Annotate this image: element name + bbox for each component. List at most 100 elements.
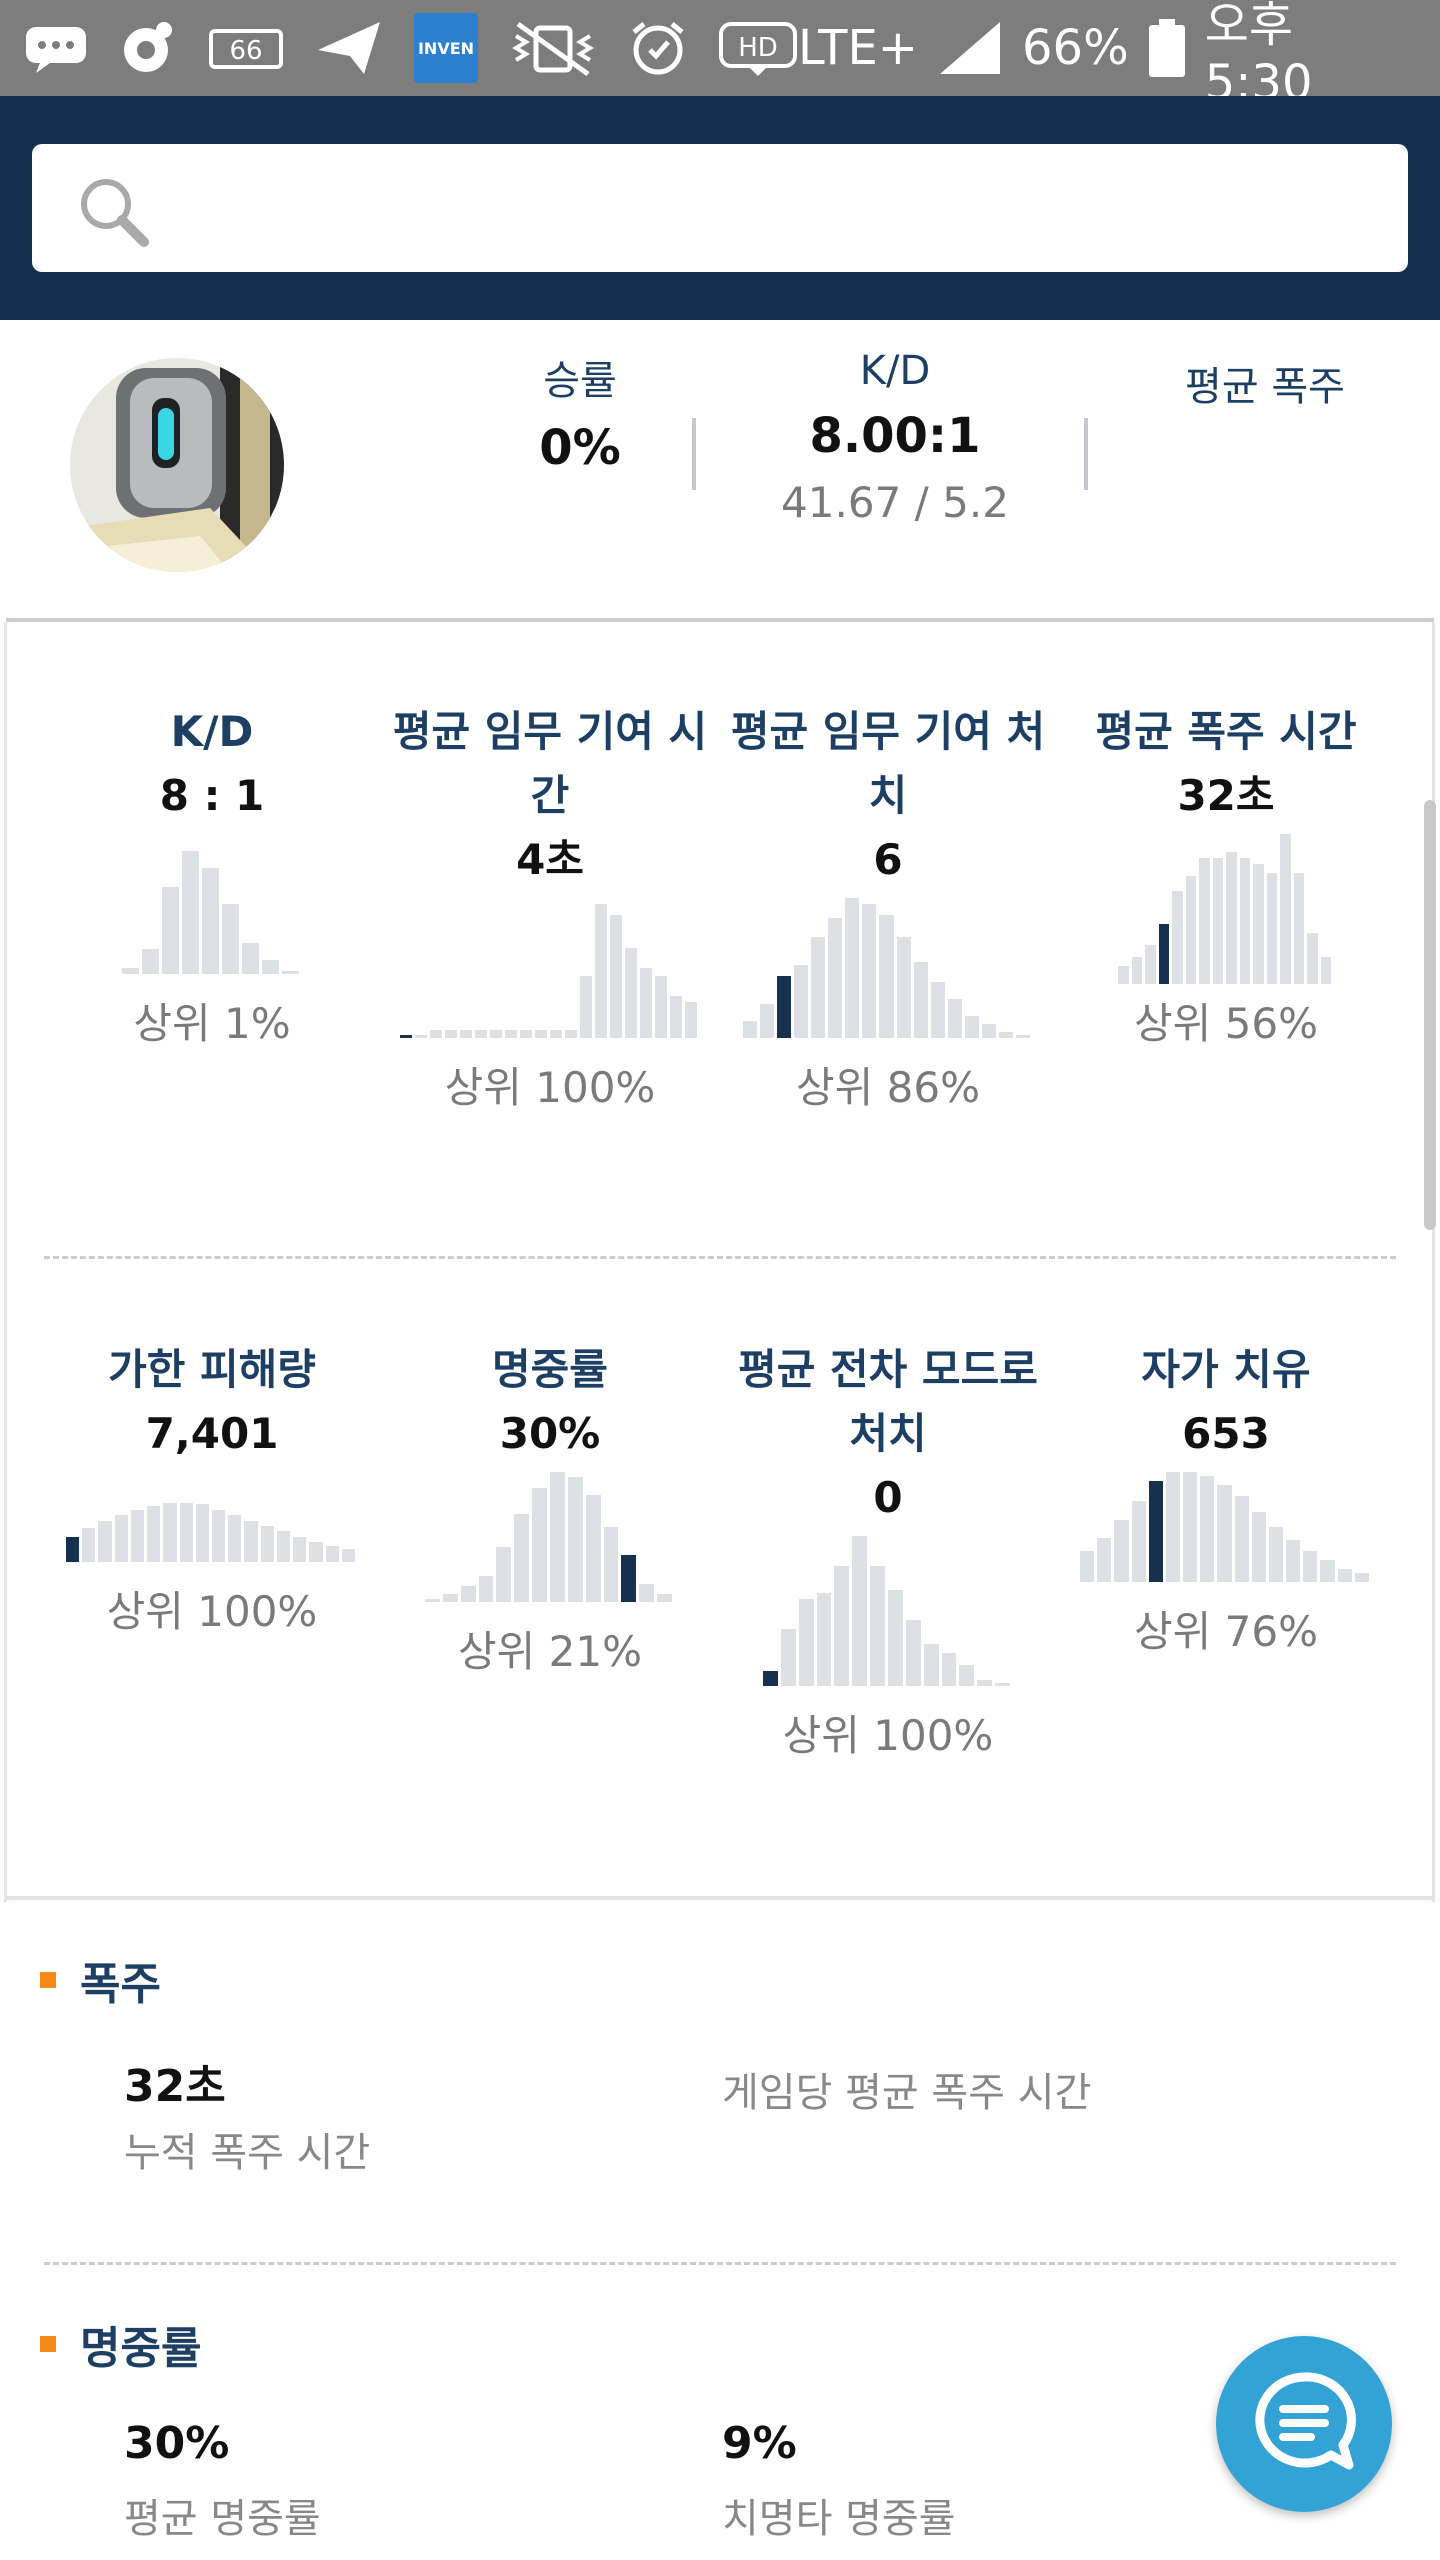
histogram-bar <box>1320 1560 1335 1582</box>
stat-value: 30% <box>499 1409 601 1458</box>
histogram-bar <box>445 1029 457 1038</box>
histogram-bar <box>475 1029 487 1038</box>
histogram-bar <box>640 968 652 1038</box>
chat-bubble-icon <box>1249 2367 1359 2481</box>
stat-value: 7,401 <box>145 1409 279 1458</box>
histogram-bar <box>639 1583 655 1602</box>
histogram-bar <box>520 1029 532 1038</box>
dashed-divider <box>44 1256 1396 1259</box>
histogram-bar <box>798 1599 814 1686</box>
histogram-bar <box>478 1576 494 1602</box>
histogram-bar <box>760 1004 775 1038</box>
histogram-bar <box>222 904 239 974</box>
histogram-bar <box>282 971 299 974</box>
alarm-icon <box>628 18 688 78</box>
bullet-icon <box>40 1972 56 1988</box>
stat-histogram <box>66 1472 358 1562</box>
avg-accuracy-value: 30% <box>124 2418 230 2469</box>
histogram-bar <box>780 1629 796 1686</box>
scrollbar[interactable] <box>1424 800 1436 1230</box>
avg-rampage-stat: 평균 폭주 <box>1130 354 1400 412</box>
histogram-bar <box>460 1586 476 1602</box>
stat-value: 0 <box>873 1473 903 1522</box>
chat-fab-button[interactable] <box>1216 2336 1392 2512</box>
histogram-bar <box>1185 876 1196 984</box>
section-title: 명중률 <box>80 2323 202 2374</box>
histogram-bar <box>490 1029 502 1038</box>
histogram-bar-current <box>763 1671 778 1686</box>
search-icon[interactable] <box>74 172 154 256</box>
stat-divider <box>692 418 696 490</box>
histogram-bar <box>1097 1538 1112 1582</box>
stat-label: 평균 전차 모드로 처치 <box>738 1345 1038 1458</box>
histogram-bar <box>212 1509 226 1562</box>
stat-histogram <box>1118 834 1334 984</box>
stat-block: 평균 임무 기여 시 간 4초 상위 100% <box>380 700 720 1120</box>
histogram-bar <box>595 903 607 1038</box>
histogram-bar <box>195 1504 209 1562</box>
histogram-bar <box>670 996 682 1038</box>
hd-icon: HD <box>718 18 798 78</box>
histogram-bar <box>1199 858 1210 984</box>
divider <box>6 1896 1434 1900</box>
histogram-bar <box>580 976 592 1038</box>
cumulative-rampage-value: 32초 <box>124 2061 226 2112</box>
histogram-bar <box>565 1029 577 1038</box>
stat-label: 자가 치유 <box>1141 1345 1311 1394</box>
avg-rampage-per-game-label: 게임당 평균 폭주 시간 <box>722 2070 1092 2116</box>
hero-avatar[interactable] <box>70 358 284 572</box>
histogram-bar <box>845 898 860 1038</box>
histogram-bar-current <box>1148 1480 1163 1582</box>
stat-label: 명중률 <box>492 1345 608 1394</box>
histogram-bar <box>743 1021 758 1038</box>
histogram-bar <box>1266 873 1277 984</box>
histogram-bar <box>163 1502 177 1562</box>
histogram-bar-current <box>400 1035 412 1038</box>
status-bar: 66 INVEN HD LTE+ 66% 오후 5:30 <box>0 0 1440 111</box>
section-title: 폭주 <box>80 1959 161 2010</box>
battery-percent: 66% <box>1022 20 1129 76</box>
bullet-icon <box>40 2336 56 2352</box>
histogram-bar <box>1354 1573 1369 1582</box>
stat-rank: 상위 100% <box>782 1711 994 1760</box>
histogram-bar <box>1131 957 1142 984</box>
search-input[interactable] <box>32 144 1408 272</box>
histogram-bar <box>1118 966 1129 984</box>
kd-kills-deaths: 41.67 / 5.2 <box>781 478 1009 527</box>
histogram-bar <box>603 1526 619 1602</box>
stat-block: 평균 폭주 시간 32초 상위 56% <box>1056 700 1396 1056</box>
histogram-bar <box>828 917 843 1038</box>
stat-label: 평균 임무 기여 시 간 <box>392 707 708 820</box>
histogram-bar-current <box>66 1536 80 1562</box>
card-border <box>4 622 7 1902</box>
stat-rank: 상위 1% <box>133 999 291 1048</box>
histogram-bar <box>142 948 159 974</box>
histogram-bar <box>977 1680 993 1686</box>
histogram-bar <box>1217 1485 1232 1582</box>
stat-rank: 상위 86% <box>796 1063 980 1112</box>
stat-value: 6 <box>873 835 903 884</box>
histogram-bar <box>1183 1472 1198 1582</box>
histogram-bar <box>425 1599 440 1602</box>
record-icon <box>118 18 178 78</box>
histogram-bar <box>242 943 259 974</box>
histogram-bar <box>657 1594 672 1602</box>
histogram-bar <box>430 1029 442 1038</box>
message-icon <box>24 18 88 78</box>
histogram-bar <box>959 1665 975 1686</box>
histogram-bar <box>1239 858 1250 984</box>
stat-rank: 상위 76% <box>1134 1607 1318 1656</box>
histogram-bar <box>1293 873 1304 984</box>
histogram-bar <box>535 1029 547 1038</box>
histogram-bar <box>82 1527 96 1562</box>
stat-histogram <box>425 1472 675 1602</box>
dashed-divider <box>44 2262 1396 2265</box>
histogram-bar-current <box>777 976 792 1038</box>
stat-label: K/D <box>170 707 254 756</box>
histogram-bar <box>964 1015 979 1038</box>
network-type: LTE+ <box>798 20 918 76</box>
histogram-bar <box>870 1566 885 1686</box>
stat-histogram <box>763 1536 1013 1686</box>
histogram-bar <box>585 1495 601 1602</box>
kd-label: K/D <box>859 348 931 394</box>
